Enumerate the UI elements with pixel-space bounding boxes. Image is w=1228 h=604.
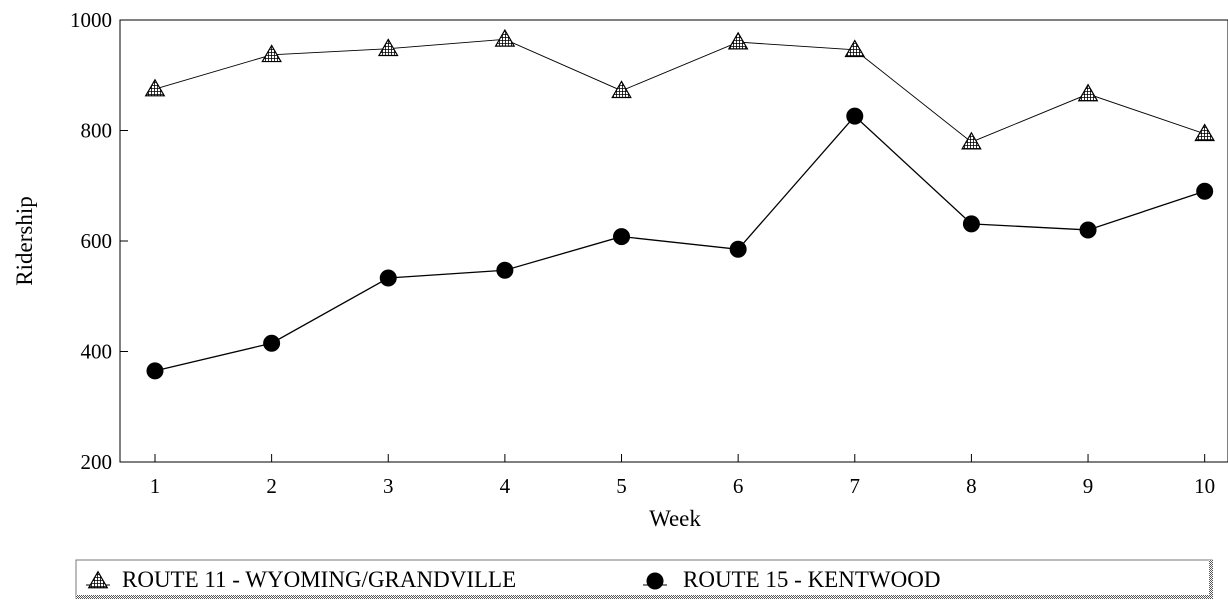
series-2 xyxy=(146,107,1214,380)
data-point-triangle xyxy=(1194,123,1216,142)
series-line xyxy=(154,38,1205,143)
y-tick-label: 400 xyxy=(81,340,113,364)
legend: ROUTE 11 - WYOMING/GRANDVILLE ROUTE 15 - … xyxy=(75,559,1213,599)
data-point-circle xyxy=(962,215,980,233)
x-tick-label: 7 xyxy=(850,474,861,498)
series-line xyxy=(154,115,1205,372)
x-tick-label: 3 xyxy=(383,474,394,498)
series-layer xyxy=(144,28,1216,380)
data-point-triangle xyxy=(377,38,399,57)
legend-circle-icon xyxy=(646,572,664,590)
data-point-circle xyxy=(1196,182,1214,200)
x-tick-label: 2 xyxy=(266,474,277,498)
data-point-circle xyxy=(496,261,514,279)
data-point-circle xyxy=(146,362,164,380)
x-tick-label: 8 xyxy=(966,474,977,498)
data-point-triangle xyxy=(727,31,749,50)
y-tick-label: 800 xyxy=(81,119,113,143)
data-point-triangle xyxy=(1077,83,1099,102)
data-point-circle xyxy=(729,240,747,258)
data-point-triangle xyxy=(494,28,516,47)
data-point-circle xyxy=(613,228,631,246)
x-axis-title: Week xyxy=(649,506,701,531)
y-tick-label: 600 xyxy=(81,229,113,253)
legend-triangle-icon xyxy=(87,570,109,589)
data-point-circle xyxy=(263,334,281,352)
x-tick-label: 10 xyxy=(1194,474,1215,498)
plot-area xyxy=(119,19,1228,463)
x-tick-label: 9 xyxy=(1083,474,1094,498)
x-axis: 1 2 3 4 5 6 7 8 9 10 xyxy=(150,454,1215,498)
y-axis: 200 400 600 800 1000 xyxy=(70,8,128,474)
y-axis-title: Ridership xyxy=(12,196,37,285)
legend-item-2: ROUTE 15 - KENTWOOD xyxy=(643,567,940,592)
x-tick-label: 4 xyxy=(500,474,511,498)
x-tick-label: 5 xyxy=(616,474,627,498)
data-point-triangle xyxy=(844,39,866,58)
series-1 xyxy=(144,28,1216,150)
data-point-triangle xyxy=(144,78,166,97)
y-tick-label: 200 xyxy=(81,450,113,474)
data-point-circle xyxy=(846,107,864,125)
x-tick-label: 1 xyxy=(150,474,161,498)
x-tick-label: 6 xyxy=(733,474,744,498)
plot-border xyxy=(119,19,1228,463)
legend-frame-shadow xyxy=(1209,560,1213,598)
data-point-triangle xyxy=(611,80,632,99)
data-point-triangle xyxy=(961,131,982,150)
data-point-circle xyxy=(1079,221,1097,239)
y-tick-label: 1000 xyxy=(70,8,112,32)
legend-item-1: ROUTE 11 - WYOMING/GRANDVILLE xyxy=(86,567,516,592)
data-point-triangle xyxy=(261,44,282,63)
legend-label: ROUTE 11 - WYOMING/GRANDVILLE xyxy=(122,567,516,592)
legend-label: ROUTE 15 - KENTWOOD xyxy=(683,567,940,592)
data-point-circle xyxy=(379,269,397,287)
legend-frame-shadow-bottom xyxy=(76,595,1213,599)
